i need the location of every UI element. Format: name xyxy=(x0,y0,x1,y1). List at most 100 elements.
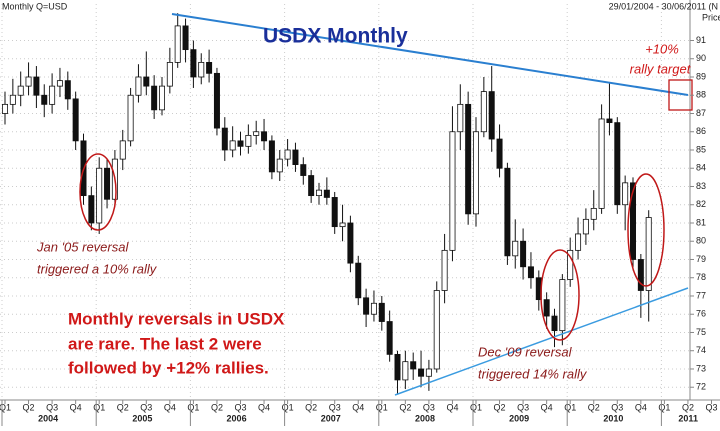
candle-body xyxy=(284,149,291,160)
candle-body xyxy=(378,302,385,322)
x-tick-label: Q1 xyxy=(0,402,11,412)
candle-body xyxy=(292,149,299,165)
x-tick-label: Q1 xyxy=(564,402,576,412)
x-tick-label: Q2 xyxy=(494,402,506,412)
candle-body xyxy=(17,85,24,96)
candle-body xyxy=(135,76,142,96)
candle-body xyxy=(645,217,652,291)
annotation: +10% xyxy=(645,41,679,56)
x-tick-label: Q3 xyxy=(140,402,152,412)
year-label: 2011 xyxy=(678,413,698,423)
x-tick-label: Q4 xyxy=(352,402,364,412)
candle-body xyxy=(276,158,283,173)
candle-body xyxy=(33,76,40,96)
y-tick-label: 72 xyxy=(696,382,706,392)
candle-body xyxy=(512,240,519,257)
candle-body xyxy=(245,134,252,147)
candle-body xyxy=(88,195,95,224)
candle-body xyxy=(488,91,495,140)
highlight-ellipse xyxy=(540,249,580,341)
year-label: 2006 xyxy=(227,413,247,423)
candle-body xyxy=(221,127,228,151)
x-tick-label: Q4 xyxy=(258,402,270,412)
candle-body xyxy=(182,25,189,51)
header-left: Monthly Q=USD xyxy=(2,1,68,11)
candle-body xyxy=(2,103,8,114)
candle-body xyxy=(441,249,448,291)
candle-body xyxy=(418,368,425,377)
candle-body xyxy=(543,299,550,317)
candle-body xyxy=(590,207,597,220)
y-tick-label: 82 xyxy=(696,199,706,209)
x-tick-label: Q2 xyxy=(117,402,129,412)
y-tick-label: 89 xyxy=(696,71,706,81)
candle-body xyxy=(496,138,503,169)
candle-body xyxy=(261,131,268,142)
candle-body xyxy=(25,76,32,87)
y-tick-label: 83 xyxy=(696,181,706,191)
y-tick-label: 84 xyxy=(696,163,706,173)
x-tick-label: Q3 xyxy=(705,402,717,412)
resistance-trendline xyxy=(171,13,689,96)
candle-body xyxy=(143,76,150,87)
candle-body xyxy=(268,140,275,173)
candle-body xyxy=(614,122,621,206)
support-trendline xyxy=(394,287,689,396)
x-tick-label: Q2 xyxy=(682,402,694,412)
x-tick-label: Q1 xyxy=(93,402,105,412)
candle-body xyxy=(567,249,574,280)
candle-body xyxy=(457,103,464,133)
y-tick-label: 80 xyxy=(696,236,706,246)
year-label: 2007 xyxy=(321,413,341,423)
candle-body xyxy=(166,61,173,87)
candle-body xyxy=(504,167,511,257)
annotation: rally target xyxy=(630,61,692,76)
candle-body xyxy=(174,25,181,63)
x-tick-label: Q2 xyxy=(305,402,317,412)
candle-body xyxy=(308,175,315,197)
candle-body xyxy=(323,189,330,198)
x-tick-label: Q3 xyxy=(329,402,341,412)
y-tick-label: 79 xyxy=(696,254,706,264)
candle-body xyxy=(237,140,244,147)
candle-body xyxy=(551,315,558,332)
candle-body xyxy=(449,131,456,251)
candle-body xyxy=(72,98,79,142)
x-tick-label: Q4 xyxy=(70,402,82,412)
candle-body xyxy=(213,72,220,129)
candle-body xyxy=(606,118,613,124)
candle-body xyxy=(575,233,582,251)
annotation: Monthly reversals in USDX xyxy=(68,309,285,328)
candle-body xyxy=(520,240,527,268)
candle-body xyxy=(315,189,322,197)
candle-body xyxy=(363,297,370,315)
x-tick-label: Q2 xyxy=(23,402,35,412)
candle-body xyxy=(410,361,417,370)
y-tick-label: 91 xyxy=(696,35,706,45)
candle-body xyxy=(480,91,487,133)
candle-body xyxy=(386,321,393,355)
candle-body xyxy=(370,302,377,315)
annotation: Dec '09 reversal xyxy=(478,344,573,359)
candle-body xyxy=(433,290,440,370)
candle-body xyxy=(253,131,260,136)
x-tick-label: Q3 xyxy=(234,402,246,412)
x-tick-label: Q1 xyxy=(658,402,670,412)
highlight-ellipse xyxy=(627,173,665,287)
candle-body xyxy=(300,164,307,176)
candle-body xyxy=(339,222,346,228)
candle-body xyxy=(347,222,354,264)
candle-body xyxy=(331,197,338,228)
x-tick-label: Q3 xyxy=(517,402,529,412)
x-tick-label: Q2 xyxy=(588,402,600,412)
y-tick-label: 75 xyxy=(696,327,706,337)
y-tick-label: 77 xyxy=(696,290,706,300)
candle-body xyxy=(622,182,629,206)
x-tick-label: Q4 xyxy=(164,402,176,412)
annotation: triggered 14% rally xyxy=(478,366,588,381)
candle-body xyxy=(41,94,48,105)
y-tick-label: 85 xyxy=(696,144,706,154)
y-tick-label: 90 xyxy=(696,53,706,63)
y-tick-label: 73 xyxy=(696,363,706,373)
x-tick-label: Q3 xyxy=(46,402,58,412)
